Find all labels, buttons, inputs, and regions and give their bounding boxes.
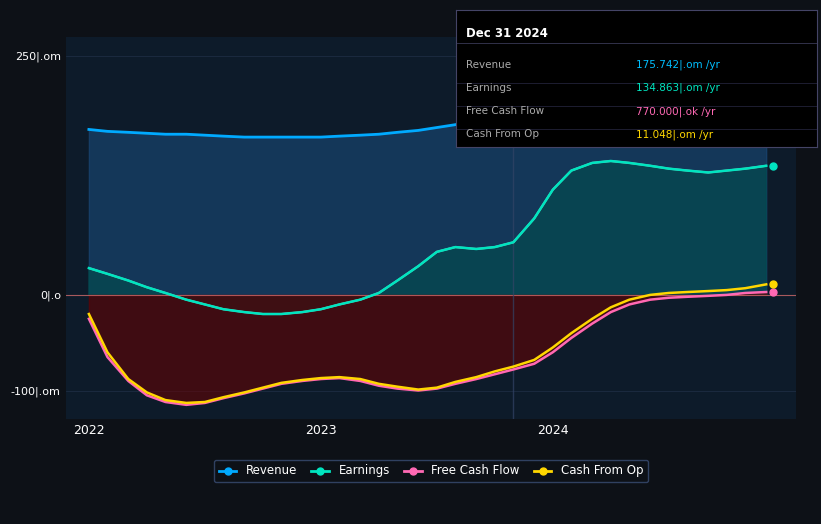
Text: Dec 31 2024: Dec 31 2024	[466, 27, 548, 40]
Text: Earnings: Earnings	[466, 83, 512, 93]
Legend: Revenue, Earnings, Free Cash Flow, Cash From Op: Revenue, Earnings, Free Cash Flow, Cash …	[214, 460, 648, 482]
Text: 770.000|.ok /yr: 770.000|.ok /yr	[636, 106, 716, 116]
Text: Free Cash Flow: Free Cash Flow	[466, 106, 544, 116]
Text: Cash From Op: Cash From Op	[466, 129, 539, 139]
Text: Revenue: Revenue	[466, 60, 511, 70]
Text: 175.742|.om /yr: 175.742|.om /yr	[636, 60, 720, 70]
Text: 11.048|.om /yr: 11.048|.om /yr	[636, 129, 713, 140]
Text: 134.863|.om /yr: 134.863|.om /yr	[636, 83, 720, 93]
Text: Past: Past	[767, 94, 793, 107]
